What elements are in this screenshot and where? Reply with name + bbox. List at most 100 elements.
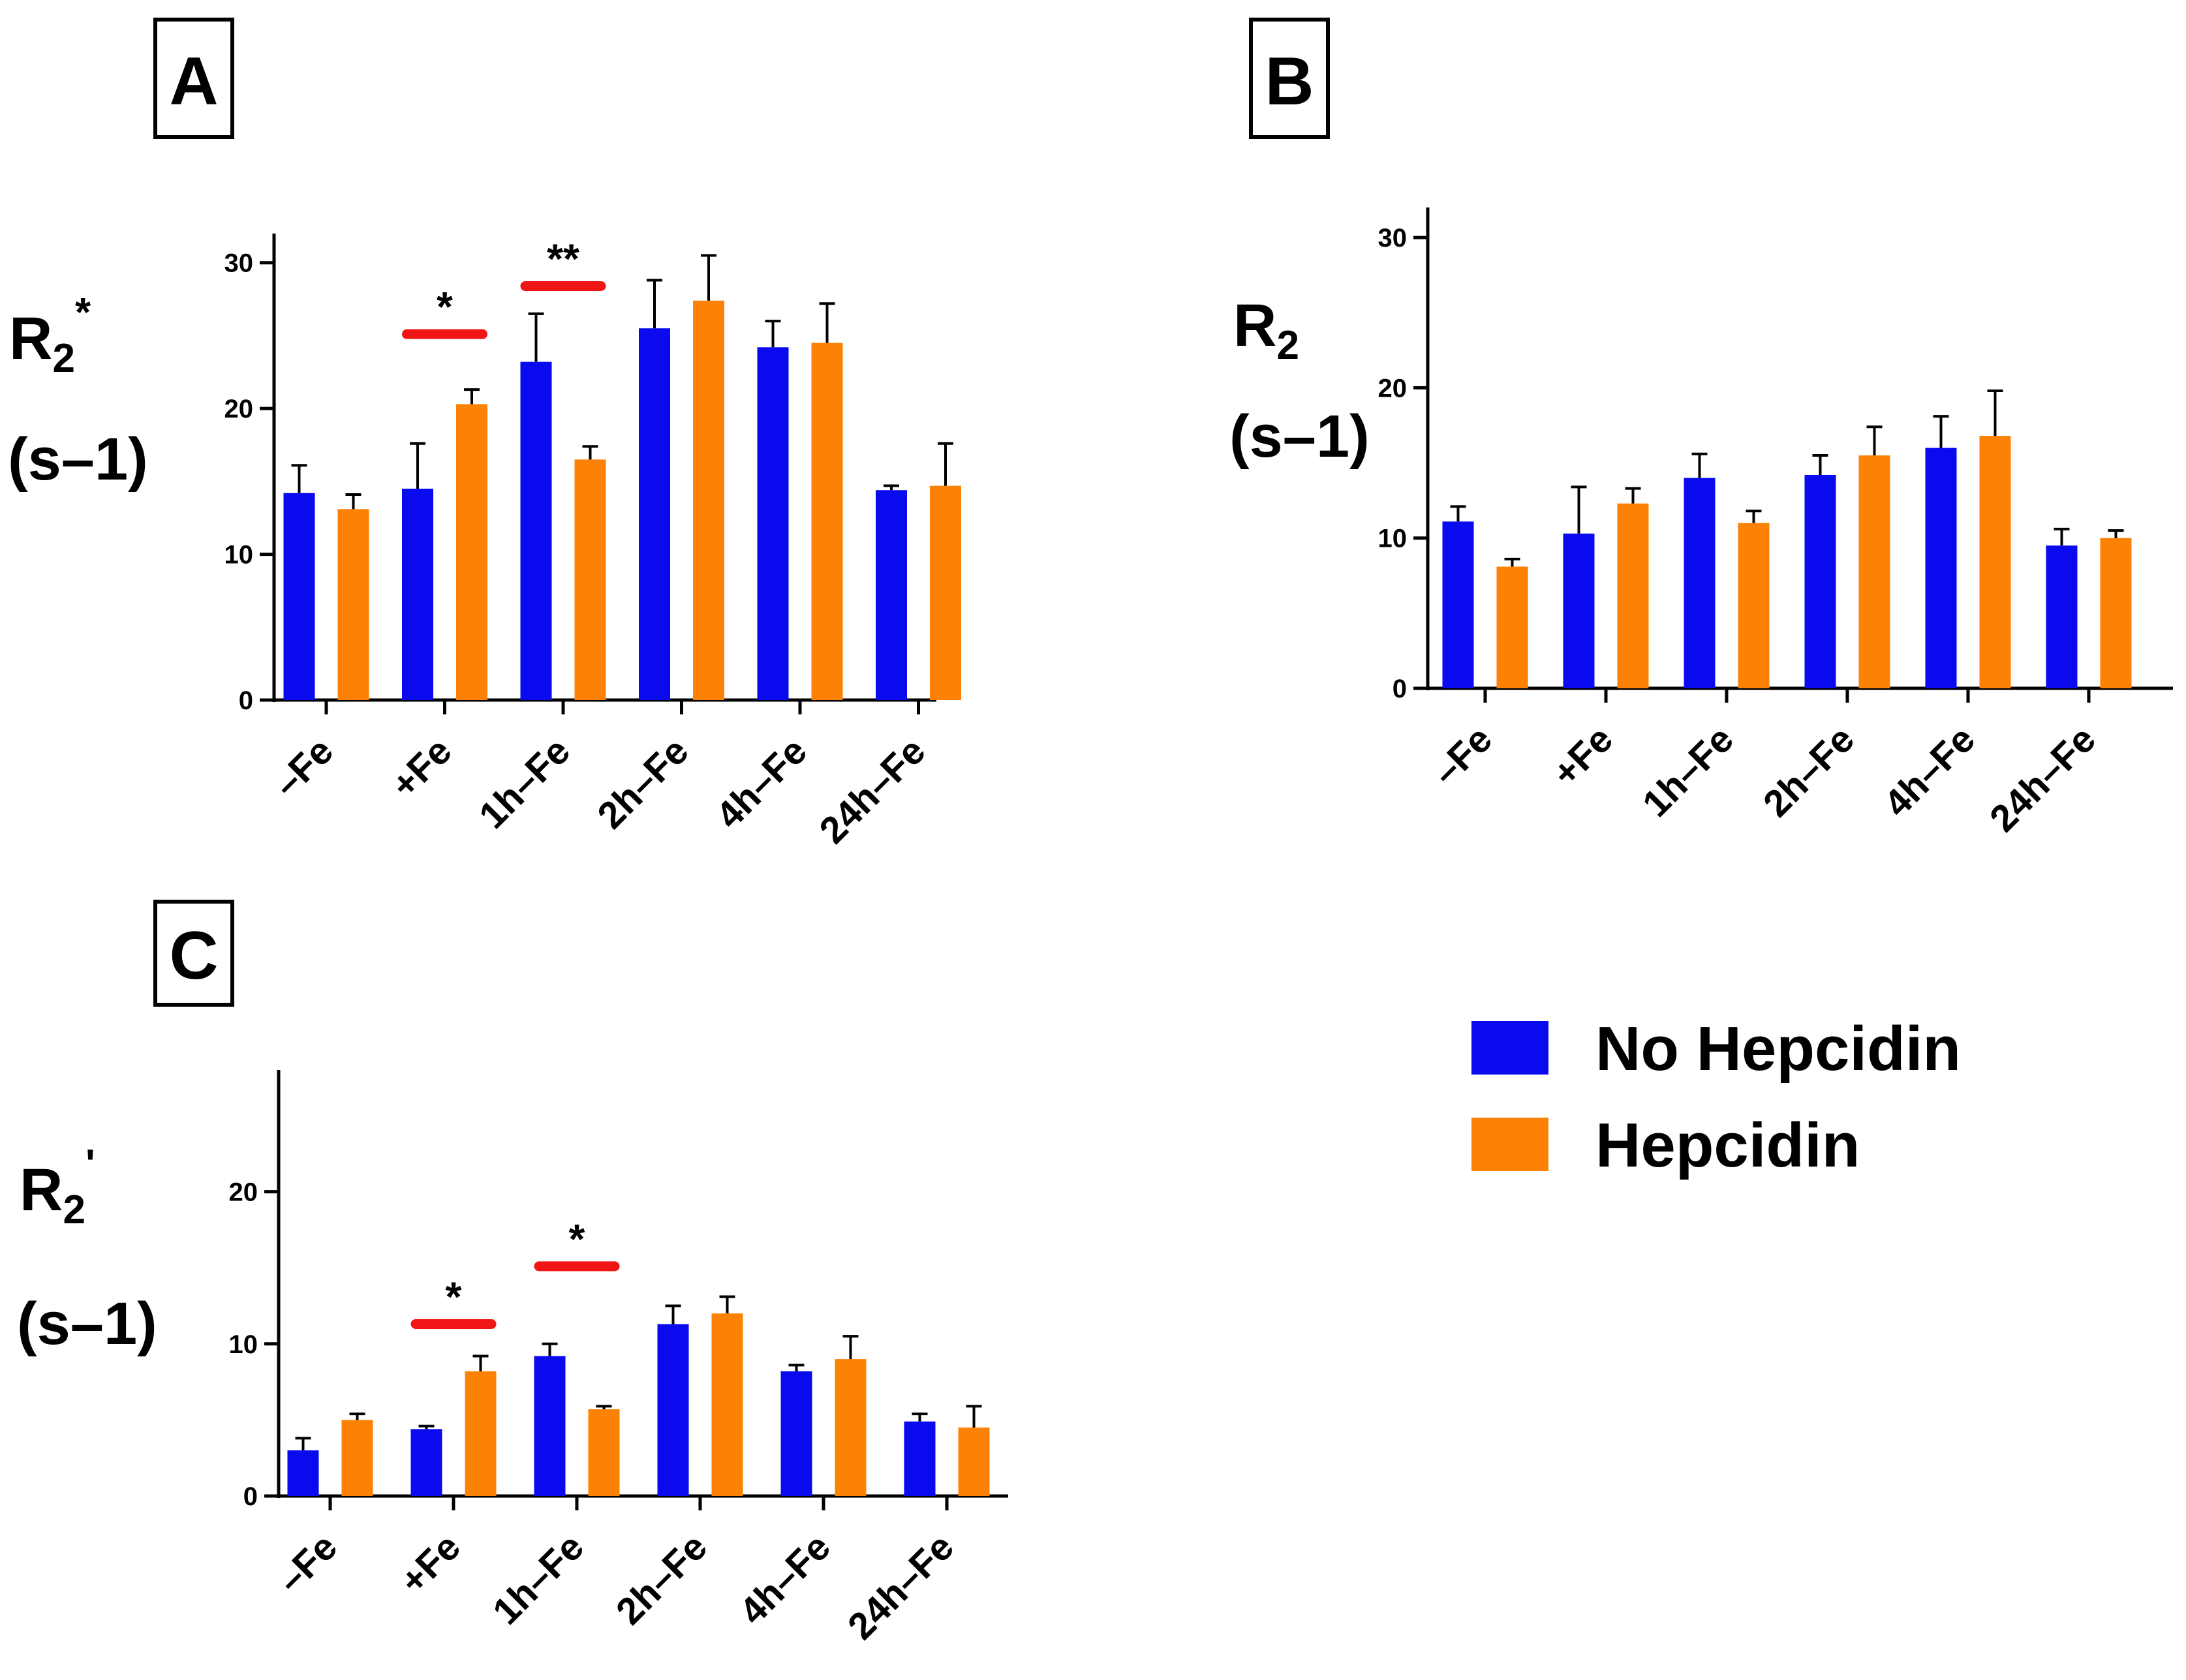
bar-no-hepcidin [657, 1324, 689, 1496]
legend: No Hepcidin Hepcidin [1471, 1014, 1961, 1180]
x-category-label: –Fe [269, 1525, 346, 1602]
bar-no-hepcidin [639, 328, 670, 700]
bar-no-hepcidin [876, 490, 907, 700]
x-category-label: 1h–Fe [1635, 718, 1742, 825]
panel-label-c-text: C [169, 918, 218, 994]
x-category-label: –Fe [266, 729, 342, 806]
bar-no-hepcidin [534, 1356, 566, 1496]
y-tick-label: 0 [243, 1482, 258, 1511]
bar-no-hepcidin [1563, 533, 1595, 688]
bar-hepcidin [588, 1409, 620, 1496]
bar-no-hepcidin [2046, 545, 2078, 688]
bar-no-hepcidin [780, 1371, 812, 1496]
y-tick-label: 30 [1378, 224, 1408, 252]
bar-hepcidin [1496, 566, 1528, 688]
bar-hepcidin [465, 1371, 497, 1496]
chart-panel-c: 0 10 20 –Fe +Fe 1h–Fe 2h–Fe 4h–Fe 24h–Fe * * [229, 1070, 1008, 1648]
panel-c-ylabel-main: R [20, 1157, 63, 1223]
panel-b-ylabel: R2 (s–1) [1229, 292, 1370, 470]
bar-no-hepcidin [1684, 478, 1716, 688]
panel-label-a: A [153, 18, 234, 139]
x-category-label: 2h–Fe [1755, 718, 1863, 825]
bar-hepcidin [958, 1428, 990, 1496]
bar-no-hepcidin [904, 1421, 936, 1496]
svg-text:R2': R2' [20, 1142, 95, 1232]
bar-hepcidin [2100, 538, 2132, 688]
bar-no-hepcidin [1925, 448, 1957, 688]
bar-no-hepcidin [757, 347, 789, 700]
x-category-label: 4h–Fe [731, 1525, 839, 1633]
y-tick-label: 20 [229, 1178, 258, 1207]
legend-swatch-hepcidin [1471, 1118, 1548, 1171]
bar-hepcidin [693, 300, 724, 700]
panel-c-ylabel-sup: ' [85, 1142, 95, 1187]
x-category-label: 2h–Fe [608, 1525, 716, 1633]
bar-hepcidin [337, 509, 369, 700]
legend-label-no-hepcidin: No Hepcidin [1595, 1014, 1961, 1084]
x-category-label: 24h–Fe [840, 1525, 962, 1647]
x-category-label: 1h–Fe [471, 729, 579, 837]
significance-label: ** [547, 235, 579, 282]
bar-no-hepcidin [402, 489, 433, 700]
panel-a-ylabel: R2* (s–1) [8, 290, 148, 493]
panel-label-b: B [1249, 18, 1330, 139]
bar-no-hepcidin [410, 1429, 442, 1496]
y-tick-label: 20 [224, 395, 254, 423]
bar-hepcidin [930, 485, 961, 700]
bar-hepcidin [456, 404, 487, 700]
bar-hepcidin [1858, 455, 1890, 688]
bar-no-hepcidin [520, 361, 552, 700]
svg-text:R2: R2 [1233, 292, 1299, 368]
bar-hepcidin [835, 1359, 867, 1496]
panel-label-b-text: B [1265, 44, 1314, 119]
significance-label: * [446, 1273, 462, 1320]
x-category-label: +Fe [392, 1525, 469, 1602]
y-tick-label: 20 [1378, 374, 1408, 403]
bar-hepcidin [811, 343, 843, 700]
panel-a-ylabel-sub: 2 [52, 336, 74, 381]
x-category-label: 24h–Fe [1982, 718, 2104, 840]
bar-hepcidin [1738, 523, 1770, 688]
panel-c-ylabel: R2' (s–1) [17, 1142, 157, 1357]
bar-hepcidin [1617, 503, 1649, 688]
legend-swatch-no-hepcidin [1471, 1021, 1548, 1075]
bar-no-hepcidin [287, 1450, 319, 1496]
bar-no-hepcidin [1442, 521, 1474, 688]
panel-c-ylabel-unit: (s–1) [17, 1291, 157, 1357]
y-tick-label: 10 [229, 1330, 258, 1359]
panel-a-ylabel-main: R [9, 305, 52, 372]
panel-label-a-text: A [169, 44, 218, 119]
x-category-label: –Fe [1424, 718, 1501, 794]
y-tick-label: 10 [224, 541, 254, 570]
y-tick-label: 10 [1378, 525, 1408, 553]
x-category-label: 1h–Fe [485, 1525, 593, 1633]
legend-label-hepcidin: Hepcidin [1595, 1110, 1860, 1180]
panel-a-ylabel-sup: * [75, 290, 91, 335]
bar-no-hepcidin [1804, 474, 1836, 688]
panel-b-ylabel-unit: (s–1) [1229, 403, 1370, 470]
x-category-label: 4h–Fe [1876, 718, 1984, 825]
bar-hepcidin [1979, 436, 2011, 688]
bar-hepcidin [574, 459, 606, 700]
significance-label: * [437, 283, 453, 330]
y-tick-label: 30 [224, 249, 254, 278]
x-category-label: 24h–Fe [811, 729, 933, 851]
y-tick-label: 0 [1393, 675, 1407, 703]
bar-hepcidin [341, 1420, 373, 1496]
svg-text:R2*: R2* [9, 290, 91, 381]
panel-c-ylabel-sub: 2 [63, 1187, 85, 1232]
bar-no-hepcidin [283, 493, 315, 700]
panel-b-ylabel-sub: 2 [1276, 323, 1299, 368]
x-category-label: +Fe [1544, 718, 1621, 795]
bar-hepcidin [711, 1313, 743, 1496]
y-tick-label: 0 [239, 686, 253, 715]
x-category-label: +Fe [383, 729, 460, 806]
panel-a-ylabel-unit: (s–1) [8, 426, 148, 493]
x-category-label: 2h–Fe [589, 729, 697, 837]
panel-b-ylabel-main: R [1233, 292, 1276, 359]
panel-label-c: C [153, 900, 234, 1007]
x-category-label: 4h–Fe [708, 729, 816, 837]
